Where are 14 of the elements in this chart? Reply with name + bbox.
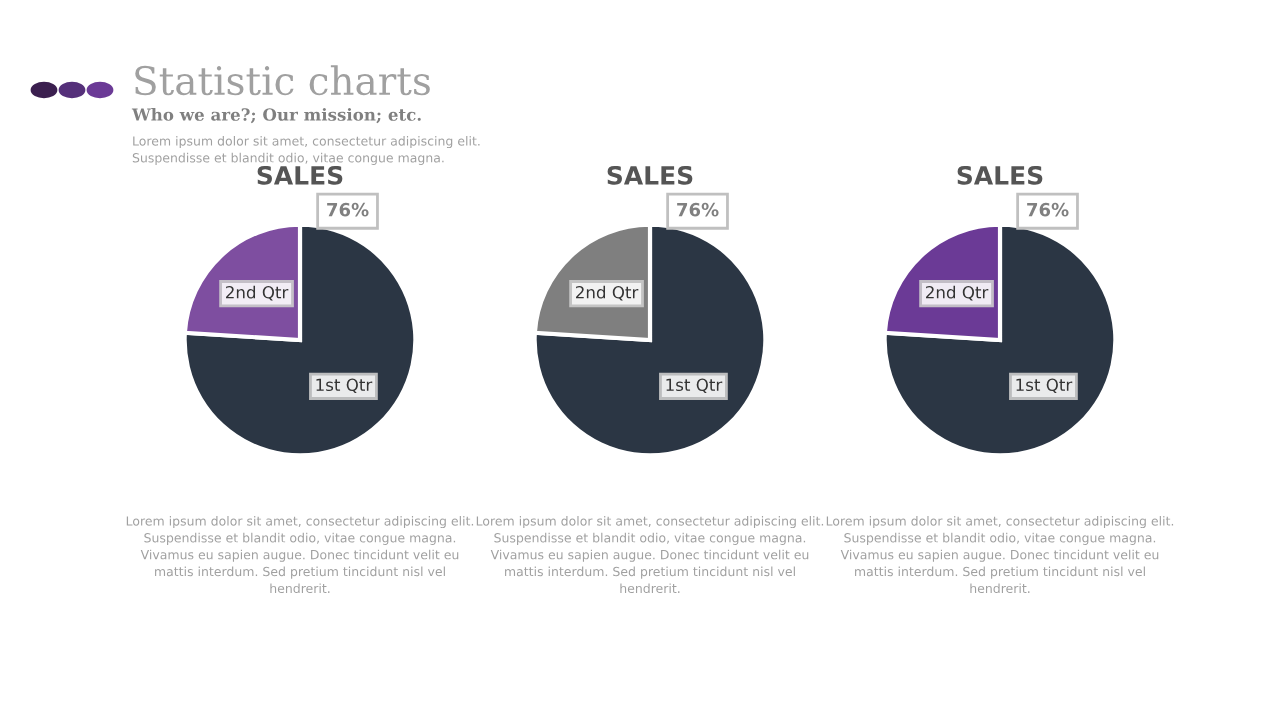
data-label: 76%	[327, 202, 369, 217]
data-label: 76%	[677, 202, 719, 217]
chart-title: SALES	[607, 165, 693, 185]
slice-label: 2nd Qtr	[226, 285, 289, 301]
slice-label: 2nd Qtr	[576, 285, 639, 301]
text: Who we are?; Our mission; etc.	[131, 107, 421, 124]
slice-label: 1st Qtr	[1016, 378, 1073, 394]
slice-label: 2nd Qtr	[926, 285, 989, 301]
data-label: 76%	[1027, 202, 1069, 217]
slice-label: 1st Qtr	[666, 378, 723, 394]
text: Statistic charts	[135, 65, 430, 96]
chart-title: SALES	[957, 165, 1043, 185]
slice-label: 1st Qtr	[316, 378, 373, 394]
chart-title: SALES	[257, 165, 343, 185]
